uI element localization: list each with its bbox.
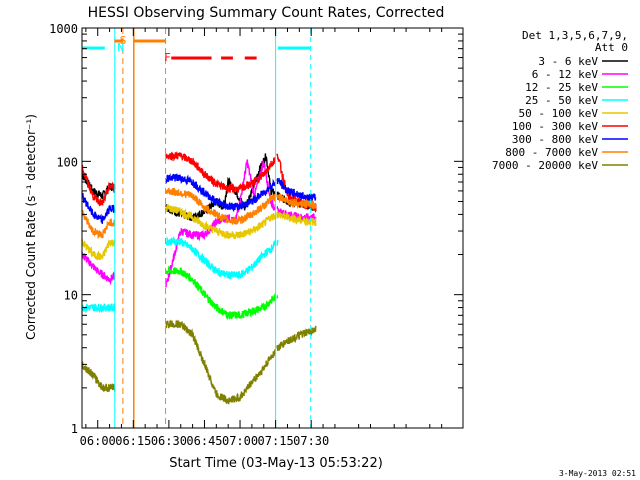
series-line-6-seg-2: [276, 177, 317, 202]
legend-label-7: 800 - 7000 keV: [505, 146, 598, 159]
axes: 06:00 06:15 06:30 06:45 07:00 07:15 07:30 1 10 10…: [49, 22, 464, 448]
legend-label-5: 100 - 300 keV: [512, 120, 598, 133]
series-line-5-seg-1: [165, 150, 276, 195]
series-line-2-seg-2: [276, 294, 279, 299]
series-line-7-seg-0: [81, 209, 116, 240]
footer-date: 3-May-2013 02:51: [559, 469, 636, 478]
x-tick-label-3: 06:45: [186, 434, 222, 448]
y-tick-label-1: 10: [64, 289, 78, 303]
legend-header-line-1: Det 1,3,5,6,7,9,: [522, 29, 628, 42]
x-axis-label: Start Time (03-May-13 05:53:22): [169, 456, 383, 471]
x-tick-label-0: 06:00: [80, 434, 116, 448]
legend-header-line-2: Att 0: [595, 41, 628, 54]
series-line-3-seg-0: [81, 303, 116, 314]
y-tick-label-3: 1000: [49, 22, 78, 36]
annotation-f: F: [164, 51, 171, 64]
series-line-8-seg-0: [81, 361, 116, 393]
x-tick-label-5: 07:15: [258, 434, 294, 448]
series-line-4-seg-2: [276, 212, 317, 227]
plot-area: [81, 150, 317, 405]
x-tick-label-4: 07:00: [222, 434, 258, 448]
legend-label-3: 25 - 50 keV: [525, 94, 598, 107]
plot-frame: [81, 27, 464, 429]
series-line-6-seg-1: [165, 172, 276, 213]
legend-label-1: 6 - 12 keV: [532, 68, 599, 81]
legend-label-6: 300 - 800 keV: [512, 133, 598, 146]
series-line-4-seg-1: [165, 204, 276, 240]
y-axis-label: Corrected Count Rate (s⁻¹ detector⁻¹): [24, 114, 38, 340]
x-tick-label-1: 06:15: [115, 434, 151, 448]
series-line-4-seg-0: [81, 239, 116, 262]
legend-label-8: 7000 - 20000 keV: [492, 159, 598, 172]
series-line-1-seg-0: [81, 251, 116, 286]
y-tick-label-0: 1: [71, 422, 78, 436]
observing-overlays: SN F: [82, 28, 312, 428]
series-line-8-seg-2: [276, 325, 317, 351]
annotation-s: S: [120, 34, 127, 47]
annotation-n: N: [117, 41, 124, 54]
series-line-5-seg-0: [81, 164, 116, 207]
legend-label-0: 3 - 6 keV: [538, 55, 598, 68]
series-line-7-seg-2: [276, 193, 317, 210]
series-line-3-seg-2: [276, 240, 279, 247]
legend-label-2: 12 - 25 keV: [525, 81, 598, 94]
x-tick-label-6: 07:30: [293, 434, 329, 448]
chart-title: HESSI Observing Summary Count Rates, Cor…: [88, 5, 445, 21]
y-tick-label-2: 100: [56, 155, 78, 169]
series-line-6-seg-0: [81, 192, 116, 224]
series-line-8-seg-1: [165, 319, 276, 405]
x-tick-label-2: 06:30: [151, 434, 187, 448]
series-line-2-seg-1: [165, 265, 277, 321]
series-line-3-seg-1: [165, 235, 276, 280]
legend-label-4: 50 - 100 keV: [519, 107, 599, 120]
series-line-7-seg-1: [165, 186, 276, 226]
